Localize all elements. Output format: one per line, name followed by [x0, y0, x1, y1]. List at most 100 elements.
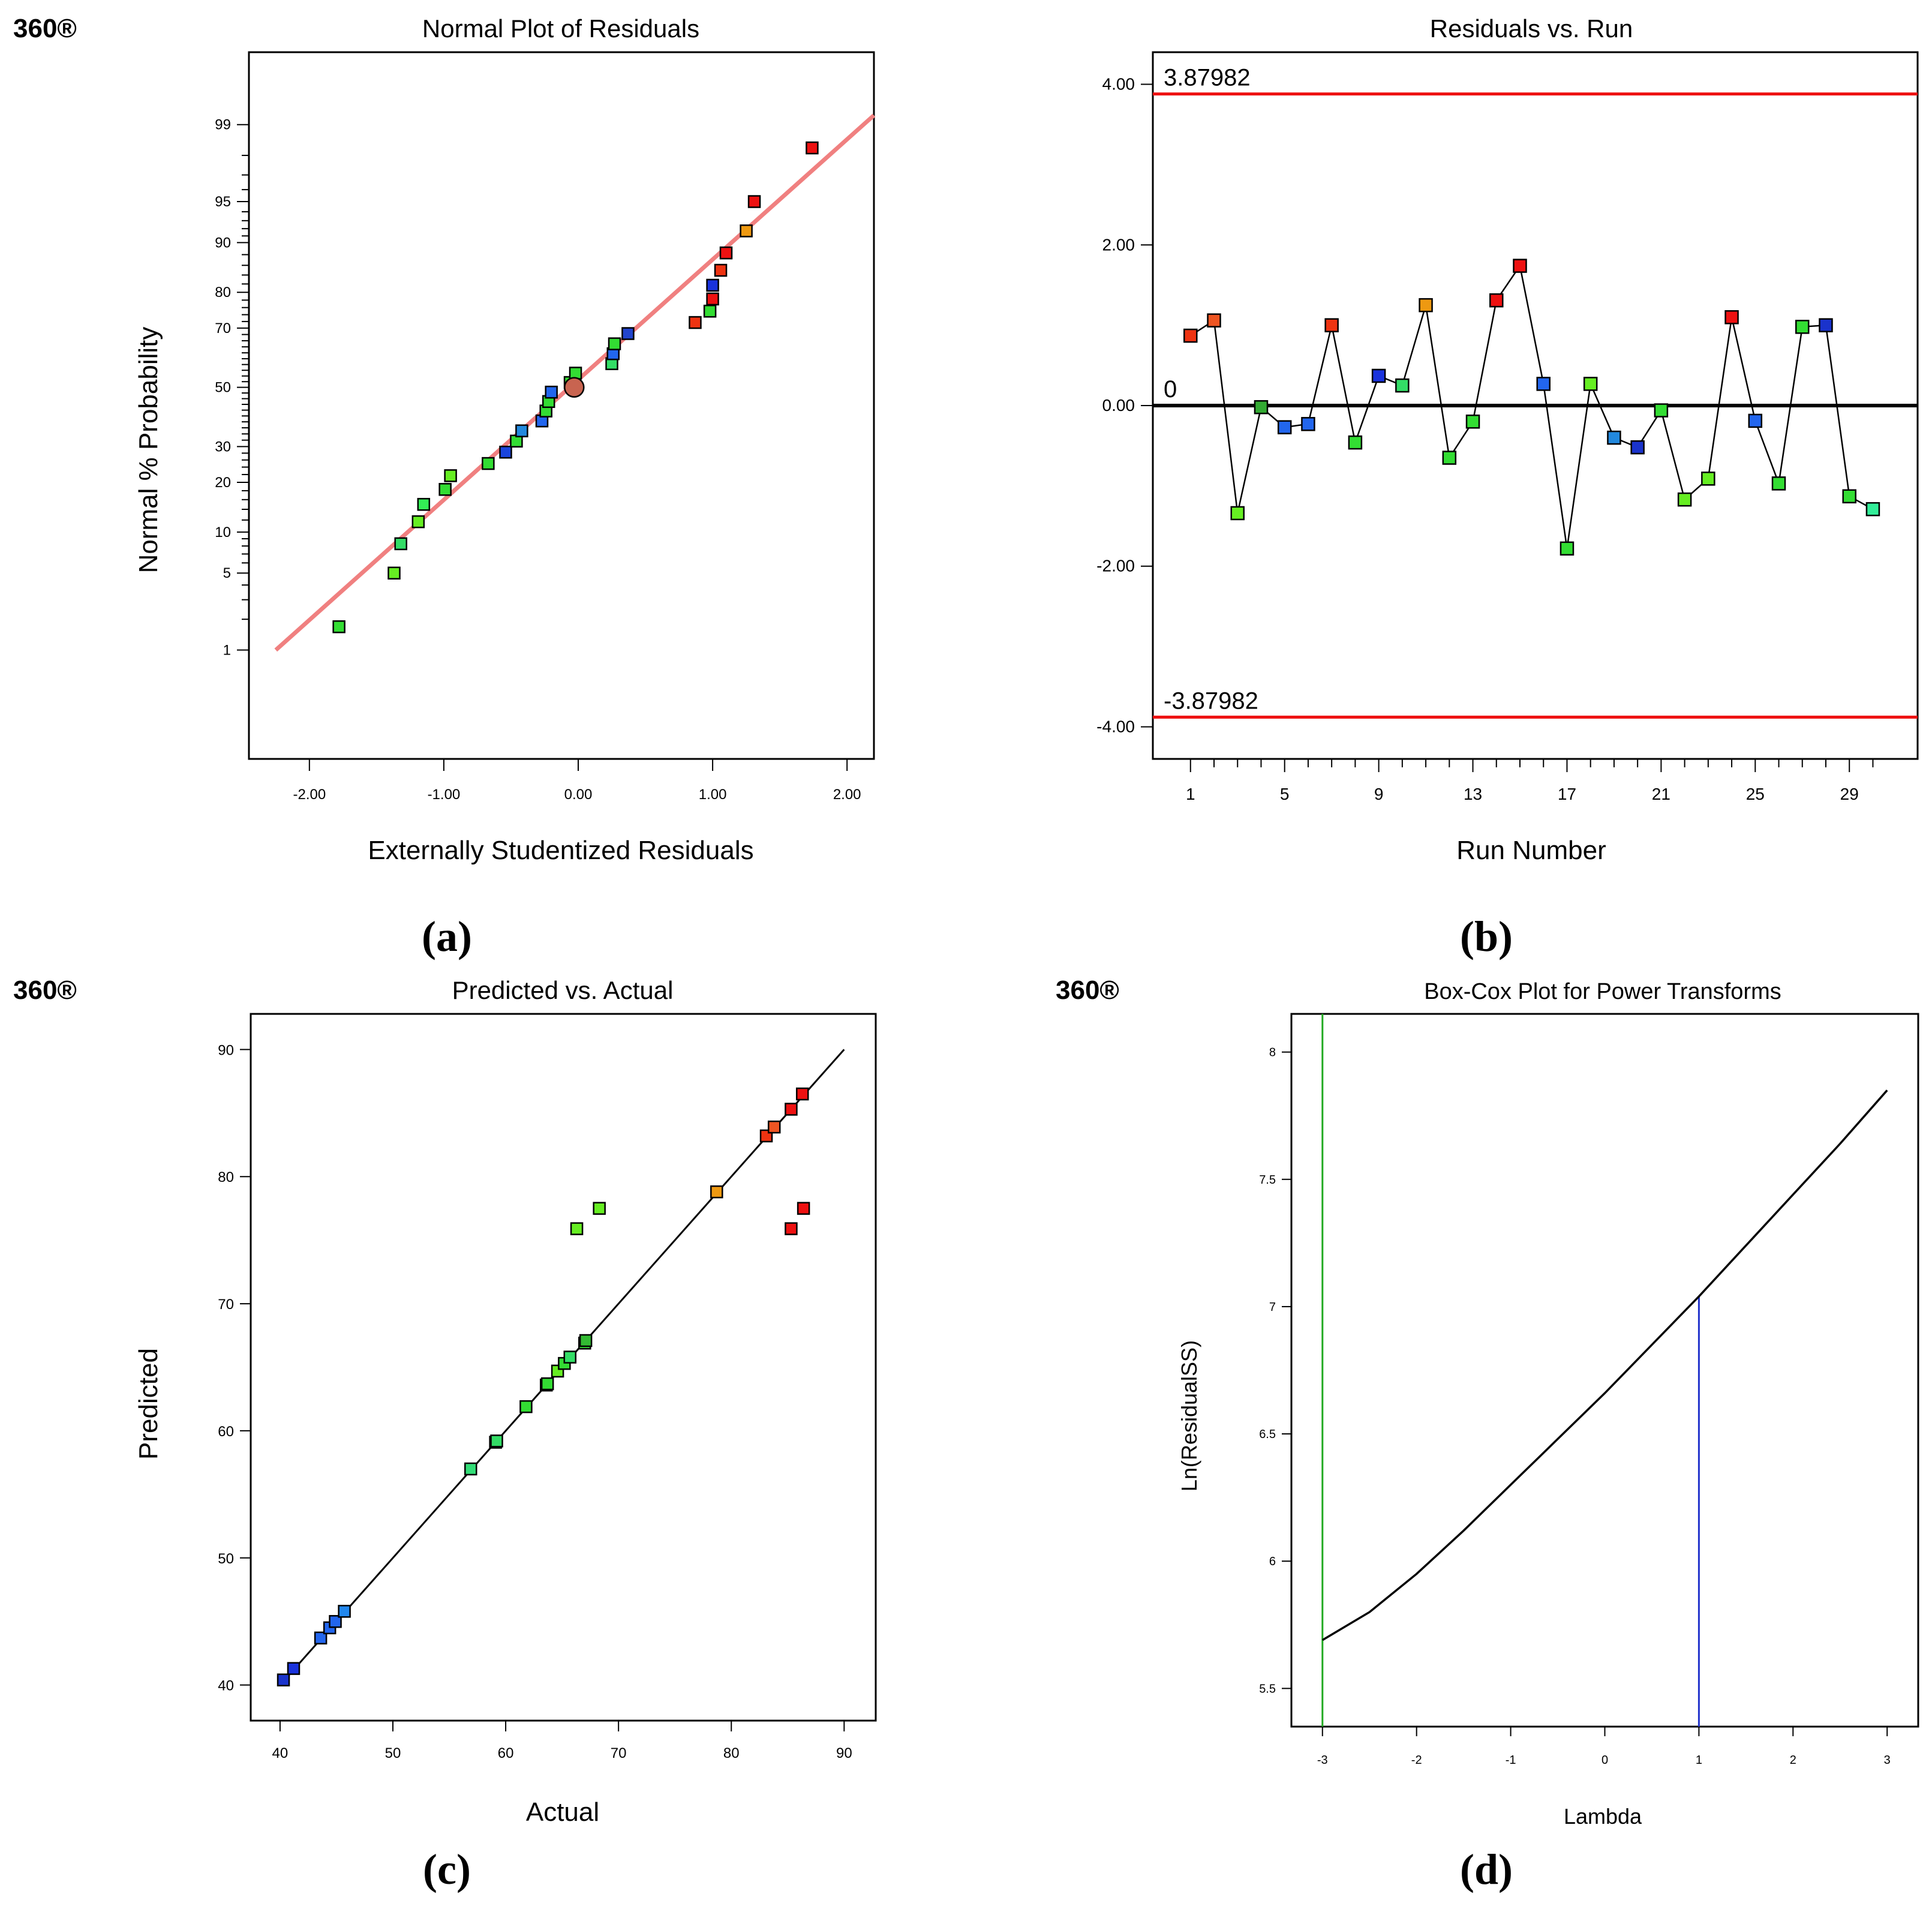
- data-point: [519, 1400, 533, 1413]
- x-tick-label: -1: [1506, 1754, 1516, 1767]
- data-point: [1301, 417, 1315, 431]
- x-tick-label: 0: [1602, 1754, 1608, 1767]
- brand-logo-a: 360®: [13, 14, 77, 43]
- data-point: [795, 1087, 809, 1101]
- x-ticks: 40 50 60 70 80 90: [272, 1721, 852, 1761]
- y-tick-label: 5: [223, 565, 231, 581]
- data-point: [1795, 320, 1810, 334]
- highlight-marker: [564, 377, 585, 398]
- x-tick-label: 1.00: [699, 787, 727, 803]
- data-point: [579, 1334, 593, 1347]
- chart-title: Residuals vs. Run: [1430, 14, 1633, 43]
- data-point: [747, 195, 761, 208]
- y-tick-label: 60: [218, 1424, 234, 1440]
- x-tick-label: -1.00: [428, 787, 461, 803]
- y-tick-label: -2.00: [1096, 557, 1135, 575]
- x-tick-label: 1: [1186, 785, 1195, 803]
- data-point: [706, 292, 719, 306]
- x-tick-label: 17: [1558, 785, 1576, 803]
- x-tick-label: 0.00: [564, 787, 593, 803]
- y-tick-label: 7: [1269, 1301, 1276, 1314]
- x-tick-label: 1: [1696, 1754, 1702, 1767]
- data-point: [1654, 403, 1669, 418]
- plot-frame: [248, 51, 875, 760]
- data-point: [417, 497, 431, 511]
- data-point: [719, 246, 733, 260]
- y-tick-label: -4.00: [1096, 717, 1135, 736]
- data-point: [785, 1103, 798, 1116]
- panel-label-b: (b): [1460, 913, 1513, 960]
- panel-label-d: (d): [1460, 1845, 1513, 1893]
- lambda-lines: [1321, 1014, 1700, 1727]
- x-tick-label: 9: [1374, 785, 1384, 803]
- limit-label: 3.87982: [1164, 65, 1251, 91]
- y-axis-label: Ln(ResidualSS): [1177, 1340, 1201, 1491]
- data-point: [593, 1202, 606, 1215]
- x-tick-label: 2.00: [833, 787, 861, 803]
- x-tick-label: 25: [1746, 785, 1765, 803]
- panel-b-residuals-vs-run: Residuals vs. Run -4.00 -2.00 0.00 2.00 4.00…: [1096, 14, 1919, 960]
- chart-title: Predicted vs. Actual: [452, 976, 674, 1004]
- data-point: [1607, 430, 1621, 445]
- data-points: [277, 1087, 810, 1686]
- y-ticks: -4.00 -2.00 0.00 2.00 4.00: [1096, 75, 1153, 736]
- data-point: [563, 1350, 577, 1364]
- x-tick-label: 50: [385, 1745, 401, 1761]
- y-tick-label: 80: [215, 284, 231, 301]
- data-point: [797, 1202, 810, 1215]
- x-ticks: -2.00 -1.00 0.00 1.00 2.00: [293, 759, 861, 803]
- data-point: [767, 1120, 781, 1134]
- data-point: [1230, 506, 1245, 521]
- y-tick-label: 4.00: [1102, 75, 1135, 94]
- y-tick-label: 99: [215, 117, 231, 133]
- x-tick-label: -3: [1317, 1754, 1328, 1767]
- data-point: [332, 620, 345, 634]
- box-cox-curve: [1321, 1089, 1888, 1641]
- data-point: [287, 1662, 301, 1675]
- panel-a-normal-plot: 360® Normal Plot of Residuals 1 5 10 20 30 50…: [13, 14, 876, 960]
- data-point: [411, 515, 425, 529]
- x-axis-label: Actual: [526, 1797, 599, 1827]
- x-tick-label: 40: [272, 1745, 289, 1761]
- data-point: [570, 1222, 584, 1235]
- x-tick-label: 60: [498, 1745, 514, 1761]
- x-axis-label: Externally Studentized Residuals: [368, 836, 753, 865]
- x-tick-label: 21: [1652, 785, 1670, 803]
- data-point: [1842, 489, 1856, 504]
- data-point: [1819, 318, 1833, 332]
- y-tick-label: 40: [218, 1678, 234, 1694]
- brand-logo-c: 360®: [13, 975, 77, 1005]
- y-tick-label: 5.5: [1259, 1682, 1276, 1695]
- data-point: [714, 263, 728, 277]
- panel-label-c: (c): [423, 1845, 471, 1893]
- data-point: [394, 537, 407, 551]
- data-point: [608, 337, 621, 350]
- y-tick-label: 8: [1269, 1046, 1276, 1059]
- data-point: [499, 445, 512, 459]
- y-tick-label: 6.5: [1259, 1428, 1276, 1441]
- data-point: [1348, 435, 1363, 450]
- y-tick-label: 1: [223, 643, 231, 659]
- y-ticks: 1 5 10 20 30 50 70 80 90 95 99: [215, 117, 249, 659]
- x-axis-label: Lambda: [1564, 1804, 1642, 1829]
- y-tick-label: 95: [215, 194, 231, 210]
- chart-title: Box-Cox Plot for Power Transforms: [1424, 979, 1781, 1004]
- data-point: [387, 566, 401, 580]
- data-point: [1724, 310, 1739, 325]
- x-ticks: -3 -2 -1 0 1 2 3: [1317, 1727, 1891, 1767]
- residual-series: [1183, 259, 1880, 556]
- data-point: [1748, 413, 1763, 428]
- data-point: [806, 141, 819, 155]
- y-tick-label: 70: [218, 1296, 234, 1313]
- x-ticks: 1 5 9 13 17 21 25 29: [1186, 759, 1874, 803]
- x-tick-label: 2: [1790, 1754, 1796, 1767]
- y-tick-label: 20: [215, 475, 231, 491]
- curve-line: [1321, 1089, 1888, 1641]
- data-point: [515, 424, 528, 437]
- x-tick-label: 70: [611, 1745, 627, 1761]
- data-point: [482, 457, 495, 470]
- data-point: [706, 278, 719, 292]
- data-points: [332, 141, 819, 634]
- data-point: [1630, 440, 1645, 455]
